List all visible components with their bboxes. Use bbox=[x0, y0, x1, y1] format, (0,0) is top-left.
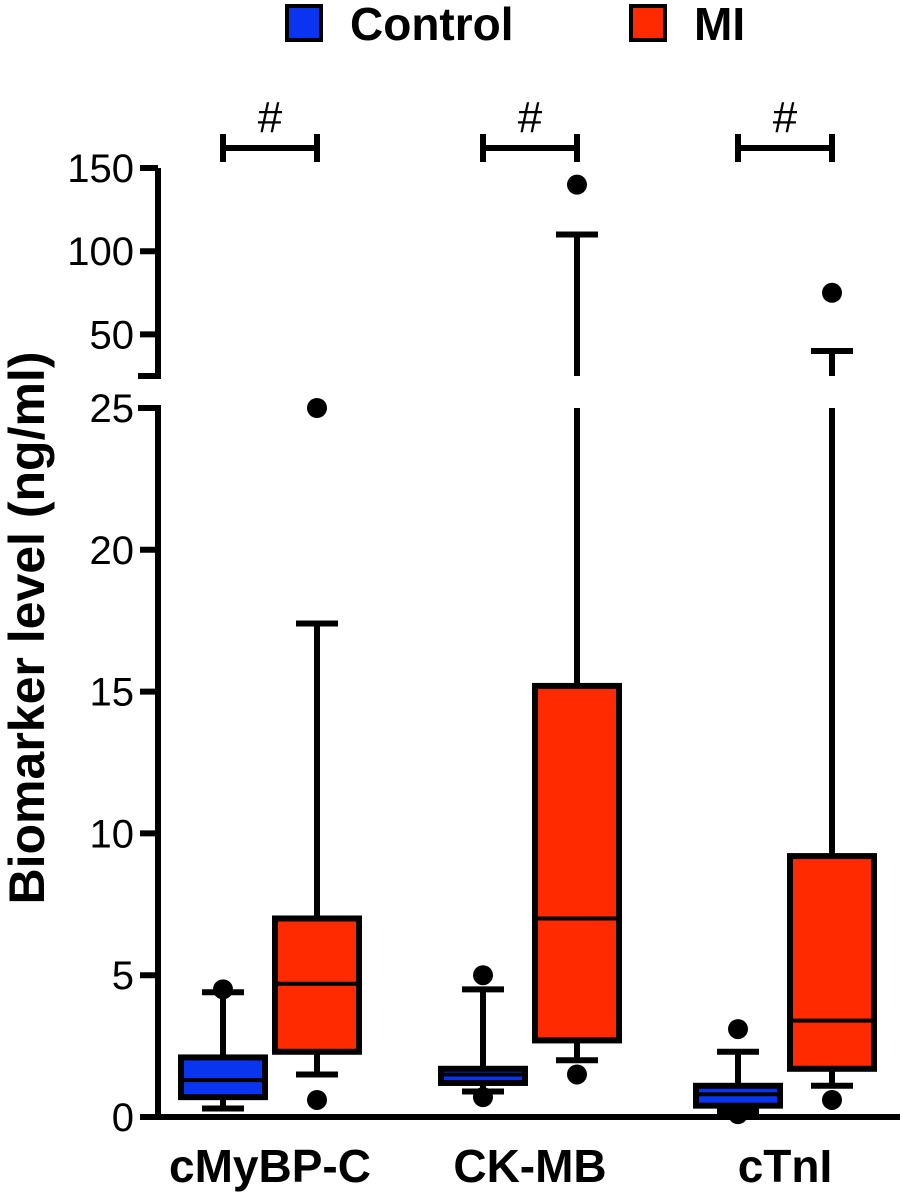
outlier-point bbox=[822, 282, 842, 303]
legend: Control MI bbox=[285, 0, 745, 50]
y-tick-label: 10 bbox=[90, 812, 135, 856]
box-mi-ck-mb bbox=[532, 174, 622, 1085]
outlier-point bbox=[213, 979, 233, 1000]
legend-swatch bbox=[629, 4, 667, 42]
y-tick-label: 0 bbox=[112, 1096, 134, 1140]
legend-swatch bbox=[285, 4, 323, 42]
y-tick-label: 20 bbox=[90, 529, 135, 573]
box-iqr bbox=[178, 1054, 268, 1101]
y-tick-label: 25 bbox=[90, 387, 135, 431]
y-tick-label: 150 bbox=[67, 147, 134, 191]
box-series bbox=[178, 174, 877, 1125]
legend-label: MI bbox=[694, 0, 745, 50]
outlier-point bbox=[473, 965, 493, 986]
category-label: cMyBP-C bbox=[169, 1140, 371, 1192]
legend-label: Control bbox=[350, 0, 514, 50]
outlier-point bbox=[307, 398, 327, 418]
significance-label: # bbox=[258, 93, 283, 142]
y-tick-label: 5 bbox=[112, 954, 134, 998]
y-tick-label: 100 bbox=[67, 230, 134, 274]
y-tick-label: 50 bbox=[90, 313, 135, 357]
outlier-point bbox=[728, 1019, 748, 1040]
box-iqr bbox=[787, 853, 877, 1072]
y-axis: 0 5 10 15 20 25 50 100 150 bbox=[67, 147, 900, 1140]
box-control-cmybp-c bbox=[178, 979, 268, 1112]
box-control-ctni bbox=[693, 1019, 783, 1125]
significance-label: # bbox=[518, 93, 543, 142]
y-tick-label: 15 bbox=[90, 671, 135, 715]
category-labels: cMyBP-C CK-MB cTnI bbox=[169, 1140, 832, 1192]
significance-markers: # # # bbox=[220, 93, 835, 162]
outlier-point bbox=[567, 174, 587, 195]
box-control-ck-mb bbox=[438, 965, 528, 1108]
outlier-point bbox=[473, 1087, 493, 1108]
box-mi-cmybp-c bbox=[272, 398, 362, 1110]
box-mi-ctni bbox=[787, 282, 877, 1110]
box-iqr bbox=[532, 682, 622, 1044]
category-label: cTnI bbox=[738, 1140, 833, 1192]
outlier-point bbox=[822, 1089, 842, 1110]
outlier-point bbox=[728, 1104, 748, 1125]
outlier-point bbox=[307, 1089, 327, 1110]
y-axis-label: Biomarker level (ng/ml) bbox=[0, 352, 55, 905]
outlier-point bbox=[567, 1064, 587, 1085]
category-label: CK-MB bbox=[453, 1140, 606, 1192]
significance-label: # bbox=[773, 93, 798, 142]
